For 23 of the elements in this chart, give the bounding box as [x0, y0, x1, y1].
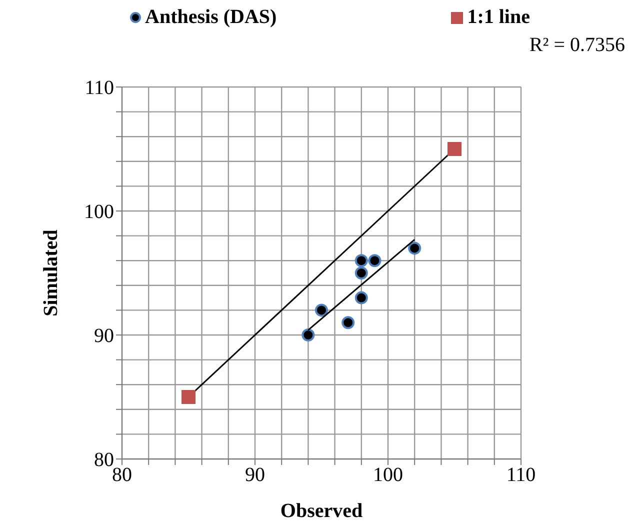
y-tick-label: 100 — [84, 201, 114, 224]
y-tick-label: 90 — [94, 325, 114, 348]
x-tick-label: 80 — [112, 464, 132, 486]
point — [368, 254, 382, 268]
x-tick-label: 110 — [506, 464, 536, 486]
y-tick-label: 80 — [94, 449, 114, 472]
point — [182, 390, 196, 404]
y-tick-label: 110 — [84, 77, 114, 100]
x-tick-label: 100 — [373, 464, 403, 486]
point — [354, 254, 368, 268]
y-axis-title: Simulated — [40, 230, 62, 316]
x-axis-title: Observed — [280, 500, 363, 522]
point — [408, 242, 422, 255]
point — [302, 328, 315, 342]
point — [448, 142, 462, 156]
legend-label: Anthesis (DAS) — [144, 6, 277, 29]
point — [354, 291, 368, 304]
point — [315, 304, 328, 317]
x-tick-label: 90 — [245, 464, 265, 486]
legend-label: 1:1 line — [466, 6, 530, 29]
point — [342, 316, 355, 330]
text: R² = 0.7356 — [529, 34, 625, 56]
point — [354, 266, 368, 280]
